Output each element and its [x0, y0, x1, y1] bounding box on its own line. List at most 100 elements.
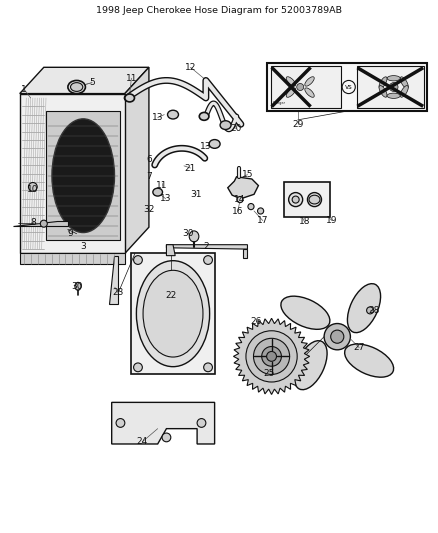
Circle shape: [246, 331, 297, 382]
Ellipse shape: [52, 119, 114, 232]
Bar: [131, 254, 215, 374]
Ellipse shape: [309, 195, 320, 204]
Ellipse shape: [387, 93, 400, 99]
Text: 19: 19: [326, 216, 338, 225]
Text: 11: 11: [126, 74, 137, 83]
Circle shape: [389, 83, 398, 91]
Text: 23: 23: [113, 288, 124, 297]
Ellipse shape: [379, 77, 387, 88]
Ellipse shape: [71, 83, 83, 91]
Text: 16: 16: [232, 207, 244, 216]
Circle shape: [261, 346, 281, 366]
Ellipse shape: [345, 344, 394, 377]
Ellipse shape: [136, 261, 210, 367]
Ellipse shape: [209, 140, 220, 148]
Text: 20: 20: [231, 124, 242, 133]
Ellipse shape: [168, 110, 179, 119]
Circle shape: [307, 192, 321, 207]
Ellipse shape: [153, 188, 162, 196]
Polygon shape: [228, 177, 258, 199]
Circle shape: [254, 338, 290, 375]
Text: 9: 9: [67, 229, 73, 238]
Circle shape: [324, 324, 350, 350]
Ellipse shape: [75, 282, 81, 290]
Polygon shape: [166, 245, 175, 256]
Text: 21: 21: [185, 164, 196, 173]
Ellipse shape: [220, 121, 231, 130]
Text: 32: 32: [143, 205, 155, 214]
Text: 1: 1: [21, 85, 27, 94]
Ellipse shape: [286, 77, 296, 86]
Text: 3: 3: [80, 243, 86, 252]
Text: 27: 27: [353, 343, 365, 352]
Circle shape: [237, 197, 243, 203]
Polygon shape: [20, 67, 149, 94]
Polygon shape: [109, 256, 118, 304]
Text: Danger: Danger: [273, 101, 286, 106]
Bar: [271, 67, 341, 108]
Ellipse shape: [305, 88, 314, 98]
Text: 1998 Jeep Cherokee Hose Diagram for 52003789AB: 1998 Jeep Cherokee Hose Diagram for 5200…: [96, 6, 342, 15]
Text: 15: 15: [242, 170, 253, 179]
Text: 5: 5: [89, 78, 95, 87]
Text: 14: 14: [234, 195, 246, 204]
Text: 11: 11: [156, 181, 168, 190]
Text: 13: 13: [160, 194, 171, 203]
Circle shape: [248, 204, 254, 209]
Ellipse shape: [199, 112, 209, 120]
Bar: [284, 182, 330, 217]
Circle shape: [258, 208, 264, 214]
Text: 31: 31: [191, 190, 202, 199]
Text: 13: 13: [200, 142, 212, 151]
Text: 24: 24: [137, 437, 148, 446]
Circle shape: [116, 418, 125, 427]
Text: 13: 13: [152, 113, 163, 122]
Text: 2: 2: [203, 243, 208, 252]
Ellipse shape: [305, 77, 314, 86]
Text: vs: vs: [345, 84, 353, 90]
Polygon shape: [112, 402, 215, 444]
Ellipse shape: [347, 284, 381, 333]
Ellipse shape: [68, 80, 85, 94]
Circle shape: [204, 256, 212, 264]
Text: 25: 25: [264, 369, 275, 378]
Circle shape: [28, 182, 37, 191]
Circle shape: [162, 433, 171, 442]
Ellipse shape: [281, 296, 330, 329]
Text: 29: 29: [292, 120, 304, 129]
Ellipse shape: [379, 86, 387, 97]
Text: 6: 6: [146, 155, 152, 164]
Circle shape: [197, 418, 206, 427]
Text: 17: 17: [257, 216, 268, 225]
Bar: [357, 67, 424, 108]
Circle shape: [367, 307, 374, 314]
Text: 26: 26: [251, 317, 262, 326]
Ellipse shape: [125, 94, 134, 102]
Text: 30: 30: [71, 282, 82, 291]
Polygon shape: [125, 67, 149, 254]
Polygon shape: [20, 94, 125, 254]
Text: 7: 7: [146, 172, 152, 181]
Circle shape: [297, 84, 304, 91]
Text: 8: 8: [30, 219, 36, 227]
Ellipse shape: [143, 270, 203, 357]
Text: 18: 18: [299, 217, 310, 226]
Circle shape: [134, 256, 142, 264]
Ellipse shape: [400, 86, 408, 97]
Ellipse shape: [294, 341, 327, 390]
Ellipse shape: [286, 88, 296, 98]
Circle shape: [267, 351, 276, 361]
Circle shape: [40, 220, 47, 227]
Ellipse shape: [400, 77, 408, 88]
Bar: [46, 111, 120, 240]
Text: 22: 22: [165, 290, 177, 300]
Circle shape: [331, 330, 344, 343]
Text: 30: 30: [183, 229, 194, 238]
Circle shape: [204, 363, 212, 372]
Circle shape: [292, 196, 299, 203]
Ellipse shape: [387, 76, 400, 81]
Text: 28: 28: [369, 306, 380, 315]
Text: 12: 12: [185, 63, 196, 72]
Bar: [267, 63, 427, 111]
Polygon shape: [166, 245, 247, 249]
